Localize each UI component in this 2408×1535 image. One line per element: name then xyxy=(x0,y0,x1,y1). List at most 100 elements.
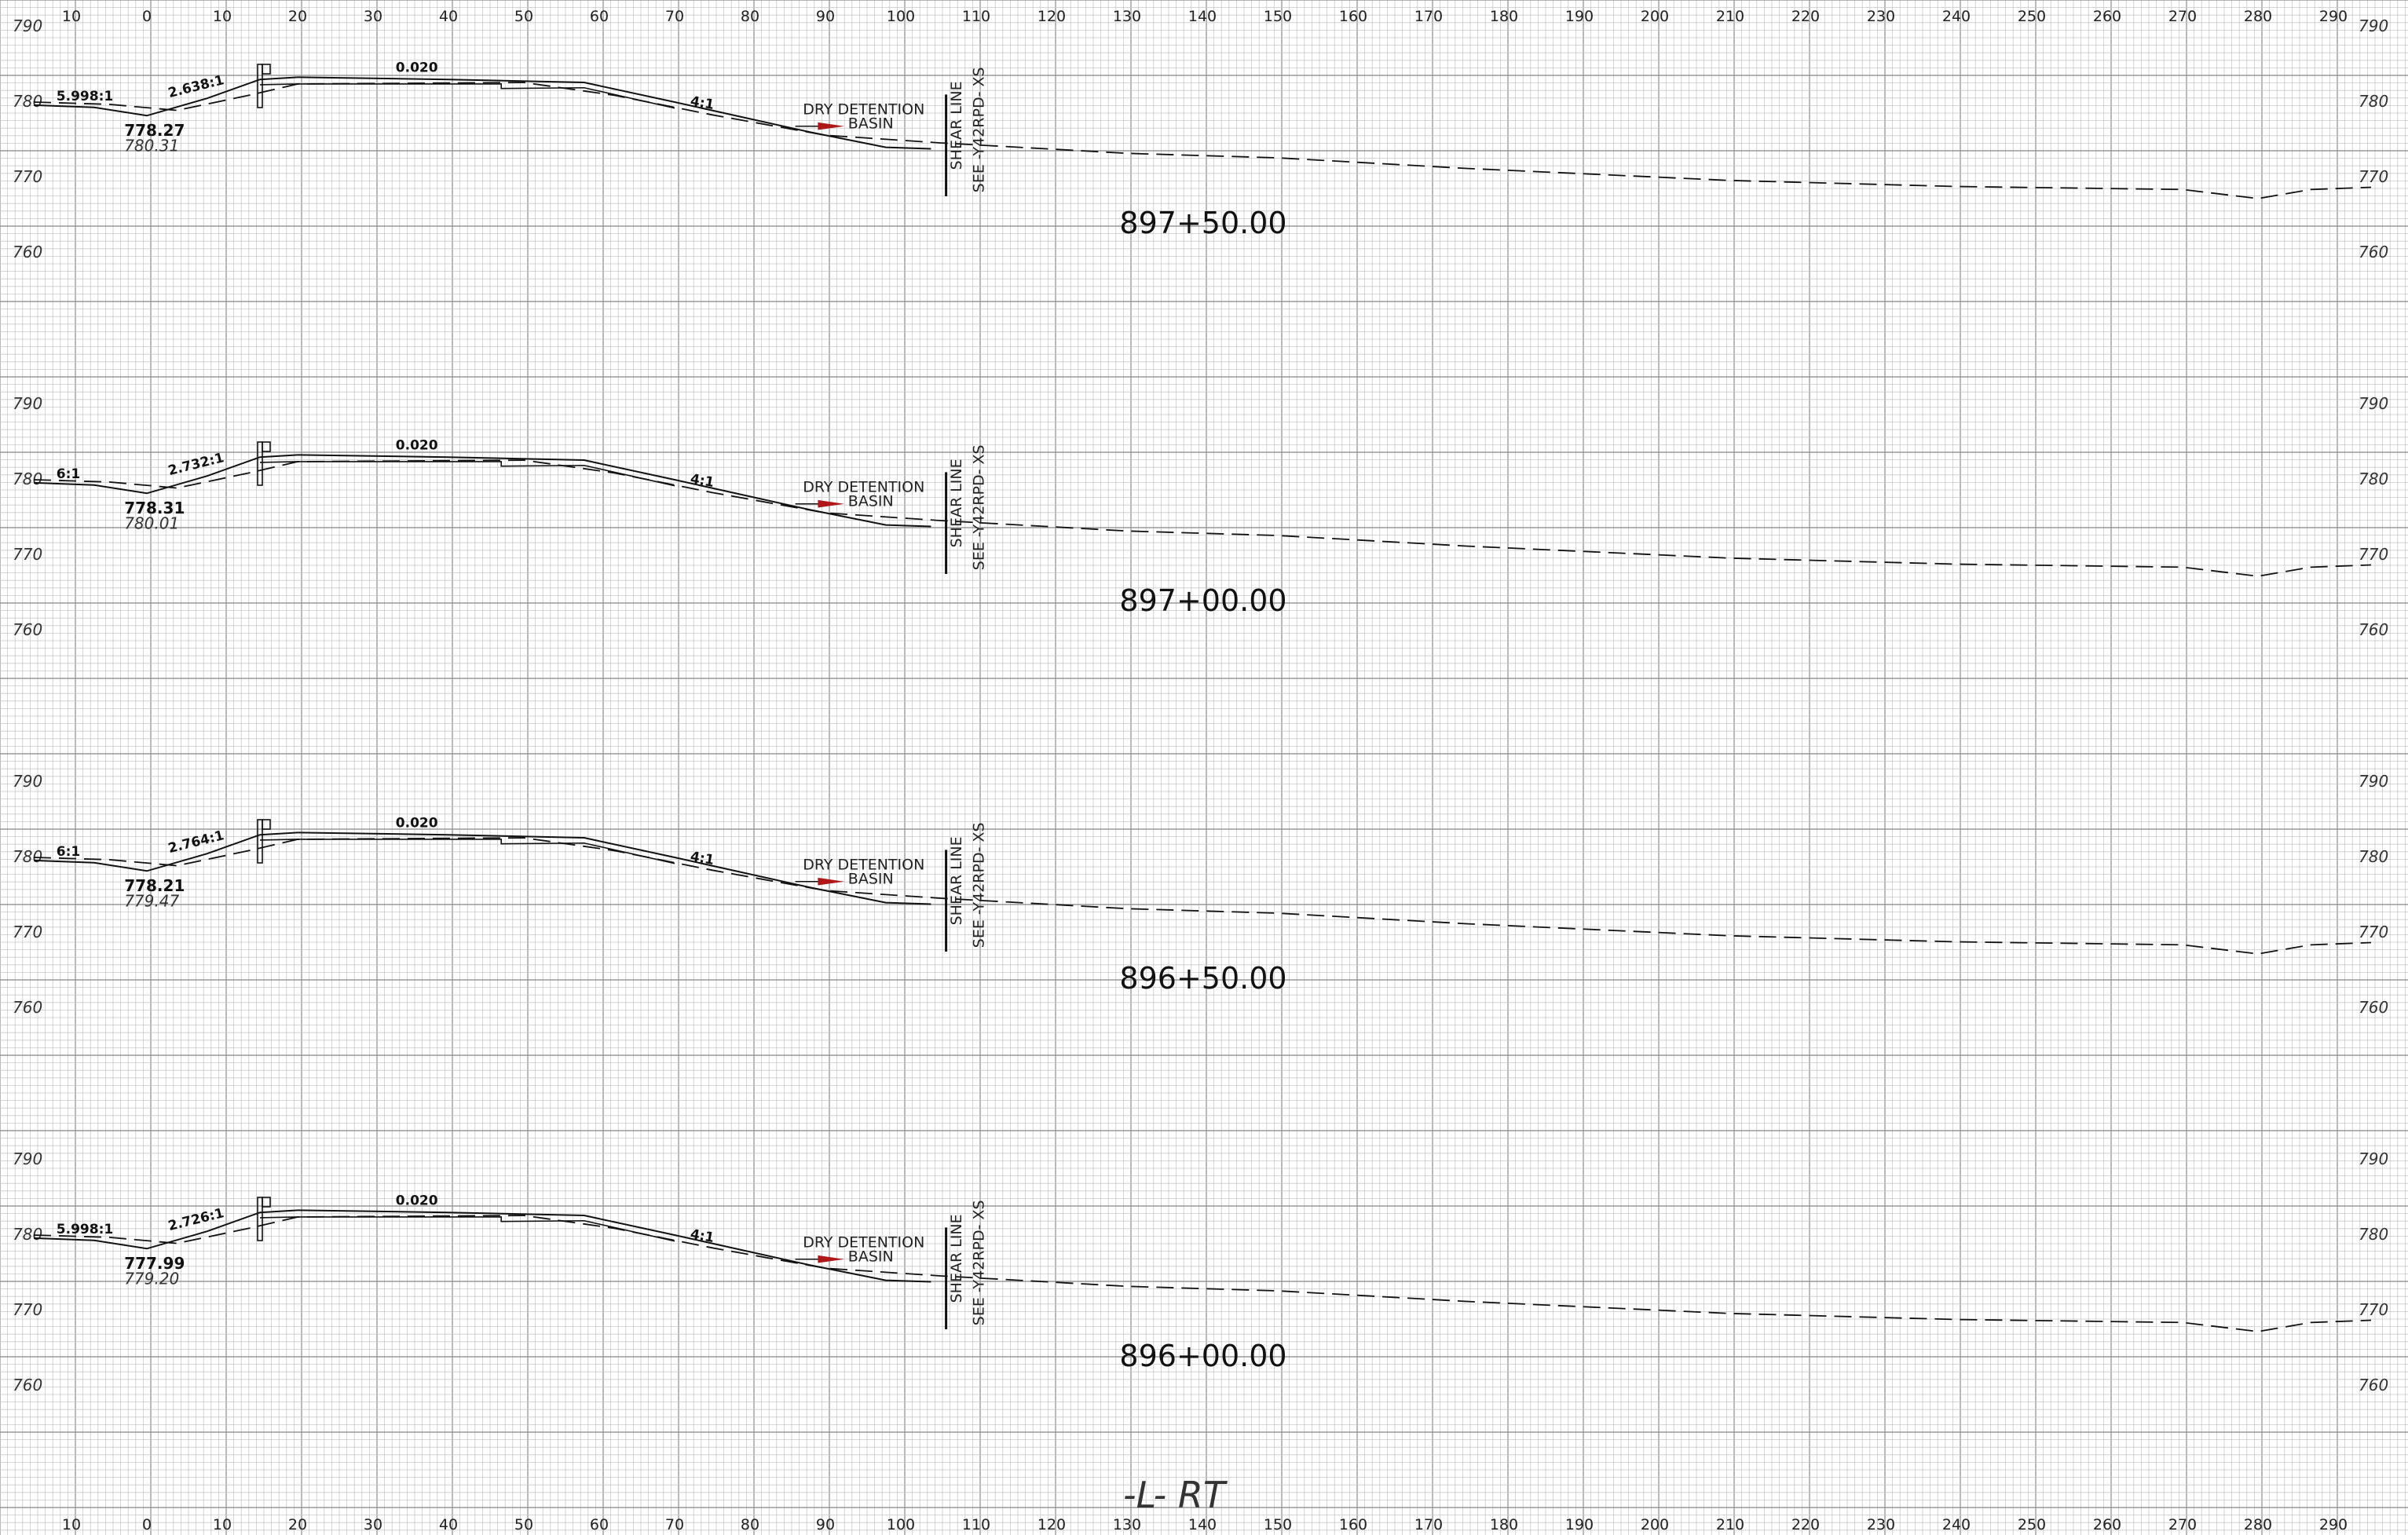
x-tick-label: 0 xyxy=(142,1516,152,1533)
x-tick-label: 150 xyxy=(1264,8,1292,25)
existing-elevation: 780.01 xyxy=(124,513,179,532)
existing-ground-line xyxy=(33,459,2372,577)
alignment-label: -L- RT xyxy=(1123,1474,1228,1516)
see-xs-label: SEE -Y42RPD- XS xyxy=(971,67,988,192)
x-tick-label: 200 xyxy=(1641,1516,1669,1533)
elevation-label-left: 780 xyxy=(13,470,42,488)
station-label: 896+00.00 xyxy=(1119,1339,1286,1373)
x-tick-label: 160 xyxy=(1339,8,1367,25)
x-tick-label: 170 xyxy=(1414,1516,1443,1533)
elevation-label-right: 760 xyxy=(2359,1376,2388,1394)
x-tick-label: 30 xyxy=(364,1516,382,1533)
x-tick-label: 270 xyxy=(2168,1516,2197,1533)
proposed-section-line xyxy=(33,831,931,905)
guardrail-post xyxy=(257,819,263,864)
subgrade-line xyxy=(259,83,675,109)
design-elevation: 778.21 xyxy=(124,876,185,895)
elevation-label-right: 770 xyxy=(2359,923,2388,941)
proposed-section-line xyxy=(33,1209,931,1283)
x-tick-label: 180 xyxy=(1490,1516,1518,1533)
x-tick-label: 260 xyxy=(2093,8,2121,25)
elevation-label-left: 760 xyxy=(13,998,42,1017)
x-tick-label: 20 xyxy=(288,1516,307,1533)
left-slope-label: 5.998:1 xyxy=(57,1222,113,1237)
elevation-label-left: 790 xyxy=(13,772,42,791)
guardrail-post xyxy=(257,1197,263,1241)
x-tick-label: 280 xyxy=(2244,8,2272,25)
subgrade-line xyxy=(259,1216,675,1242)
guardrail-flag xyxy=(262,1197,271,1208)
x-tick-label: 90 xyxy=(816,8,835,25)
elevation-label-right: 780 xyxy=(2359,470,2388,488)
x-tick-label: 60 xyxy=(590,1516,609,1533)
x-tick-label: 190 xyxy=(1565,8,1594,25)
x-tick-label: 40 xyxy=(439,1516,458,1533)
elevation-label-right: 770 xyxy=(2359,1300,2388,1319)
elevation-label-right: 760 xyxy=(2359,620,2388,639)
guardrail-flag xyxy=(262,64,271,75)
x-tick-label: 90 xyxy=(816,1516,835,1533)
elevation-label-left: 760 xyxy=(13,243,42,261)
x-tick-label: 230 xyxy=(1867,1516,1895,1533)
x-tick-label: 110 xyxy=(962,8,990,25)
x-tick-label: 80 xyxy=(741,1516,759,1533)
x-tick-label: 270 xyxy=(2168,8,2197,25)
elevation-label-left: 760 xyxy=(13,620,42,639)
elevation-label-left: 780 xyxy=(13,92,42,111)
x-tick-label: 50 xyxy=(514,1516,533,1533)
subgrade-line xyxy=(259,461,675,487)
existing-elevation: 779.47 xyxy=(124,891,179,910)
basin-label-line1: DRY DETENTION xyxy=(803,856,924,873)
basin-arrow-icon xyxy=(818,1255,844,1263)
x-tick-label: 200 xyxy=(1641,8,1669,25)
guardrail-post xyxy=(257,441,263,486)
x-tick-label: 10 xyxy=(213,1516,232,1533)
elevation-label-left: 770 xyxy=(13,923,42,941)
x-tick-label: 230 xyxy=(1867,8,1895,25)
x-tick-label: 210 xyxy=(1716,1516,1744,1533)
x-tick-label: 10 xyxy=(213,8,232,25)
existing-ground-line xyxy=(33,837,2372,955)
left-slope-label: 6:1 xyxy=(57,844,80,860)
elevation-label-right: 790 xyxy=(2359,772,2388,791)
elevation-label-right: 780 xyxy=(2359,1225,2388,1244)
x-tick-label: 80 xyxy=(741,8,759,25)
x-tick-label: 280 xyxy=(2244,1516,2272,1533)
elevation-label-right: 770 xyxy=(2359,545,2388,564)
basin-arrow-icon xyxy=(818,877,844,886)
elevation-label-left: 790 xyxy=(13,394,42,413)
elevation-label-right: 760 xyxy=(2359,998,2388,1017)
x-tick-label: 220 xyxy=(1791,8,1820,25)
x-tick-label: 290 xyxy=(2319,1516,2348,1533)
basin-arrow-icon xyxy=(818,122,844,130)
left-slope-label: 5.998:1 xyxy=(57,89,113,104)
elevation-label-right: 790 xyxy=(2359,16,2388,35)
x-tick-label: 0 xyxy=(142,8,152,25)
x-tick-label: 20 xyxy=(288,8,307,25)
x-tick-label: 120 xyxy=(1037,1516,1066,1533)
x-tick-label: 30 xyxy=(364,8,382,25)
see-xs-label: SEE -Y42RPD- XS xyxy=(971,1200,988,1325)
bottom-offset-axis: 10 0 10 20 30 40 50 60 70 80 90 100 110 120 130 140 150 1… xyxy=(62,1516,2348,1533)
elevation-label-left: 780 xyxy=(13,1225,42,1244)
x-tick-label: 210 xyxy=(1716,8,1744,25)
x-tick-label: 190 xyxy=(1565,1516,1594,1533)
existing-ground-line xyxy=(33,82,2372,199)
shear-line-label: SHEAR LINE xyxy=(948,836,965,925)
x-tick-label: 220 xyxy=(1791,1516,1820,1533)
guardrail-flag xyxy=(262,441,271,452)
pavement-slope-label: 0.020 xyxy=(396,816,438,831)
elevation-label-left: 770 xyxy=(13,545,42,564)
see-xs-label: SEE -Y42RPD- XS xyxy=(971,822,988,948)
elevation-label-right: 780 xyxy=(2359,847,2388,866)
proposed-section-line xyxy=(33,76,931,150)
x-tick-label: 260 xyxy=(2093,1516,2121,1533)
x-tick-label: 160 xyxy=(1339,1516,1367,1533)
elevation-label-left: 770 xyxy=(13,167,42,186)
shear-line-label: SHEAR LINE xyxy=(948,1214,965,1303)
